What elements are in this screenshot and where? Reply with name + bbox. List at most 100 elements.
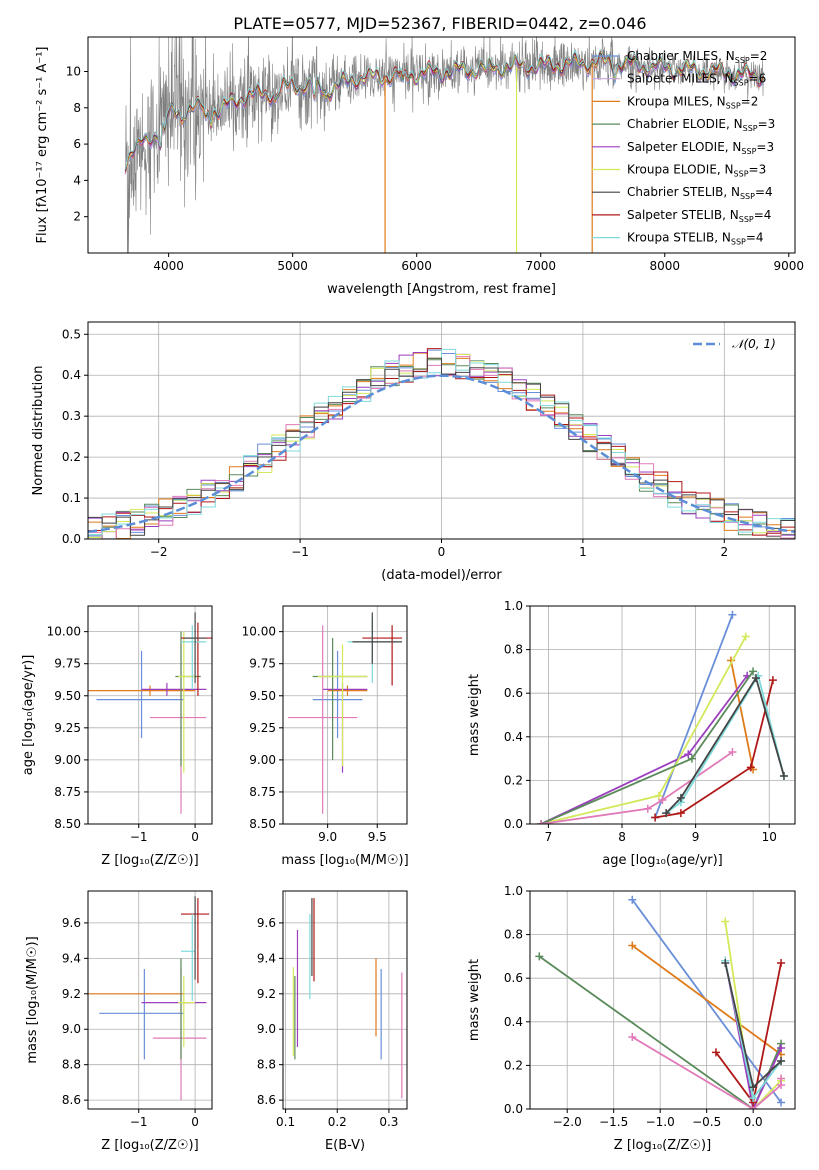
legend-label: Salpeter MILES, NSSP=6 — [627, 72, 766, 88]
y-tick-label: 10 — [66, 64, 81, 78]
y-tick-label: 10.00 — [47, 625, 81, 639]
x-tick-label: 2 — [720, 545, 728, 559]
y-tick-label: 9.75 — [54, 657, 81, 671]
x-axis-label: E(B-V) — [325, 1138, 365, 1153]
x-tick-label: 1 — [579, 545, 587, 559]
weight-marker — [777, 1057, 786, 1066]
weight-marker — [628, 941, 637, 950]
y-tick-label: 8.50 — [54, 817, 81, 831]
y-axis-label: Flux [fλ10⁻¹⁷ erg cm⁻² s⁻¹ A⁻¹] — [35, 47, 50, 244]
y-tick-label: 2 — [73, 210, 81, 224]
y-tick-label: 10.00 — [242, 625, 276, 639]
y-tick-label: 9.2 — [62, 987, 81, 1001]
plot-area — [292, 898, 403, 1099]
weight-series — [730, 660, 754, 770]
weight-marker — [749, 1094, 758, 1103]
y-tick-label: 8.6 — [62, 1093, 81, 1107]
y-tick-label: 0.2 — [504, 1058, 523, 1072]
weight-marker — [537, 820, 546, 824]
y-tick-label: 8.75 — [249, 785, 276, 799]
weight-marker — [741, 632, 750, 641]
y-tick-label: 8.75 — [54, 785, 81, 799]
plot-area — [537, 610, 788, 824]
x-tick-label: 0 — [191, 1115, 199, 1129]
x-tick-label: −1 — [130, 1115, 148, 1129]
x-tick-label: −1.5 — [599, 1115, 628, 1129]
weight-series — [665, 673, 785, 814]
weight-marker — [711, 1048, 720, 1057]
plot-area — [535, 895, 786, 1109]
y-tick-label: 0.0 — [62, 532, 81, 546]
y-tick-label: 0.3 — [62, 409, 81, 423]
plot-area — [287, 612, 403, 814]
y-axis-label: age [log₁₀(age/yr)] — [21, 655, 36, 776]
axes-frame — [87, 36, 796, 254]
y-tick-label: 9.2 — [257, 987, 276, 1001]
weight-marker — [728, 610, 737, 619]
y-tick-label: 8.6 — [257, 1093, 276, 1107]
x-tick-label: −1 — [291, 545, 309, 559]
x-axis-label: (data-model)/error — [381, 568, 502, 583]
y-tick-label: 9.50 — [249, 689, 276, 703]
legend-label: Kroupa MILES, NSSP=2 — [627, 94, 758, 110]
chart-panel-1: −2 −1 0 1 2 0.0 0.1 0.2 0.3 0.4 0.5 (data-model)/er… — [31, 321, 796, 583]
chart-panel-3: 9.0 9.5 8.50 8.75 9.00 9.25 9.50 9.75 10.00 mass … — [242, 605, 409, 868]
weight-marker — [777, 958, 786, 967]
y-tick-label: 9.75 — [249, 657, 276, 671]
x-tick-label: 0 — [191, 830, 199, 844]
weight-series — [665, 675, 785, 814]
model-spectrum — [124, 56, 765, 175]
y-tick-label: 9.4 — [257, 951, 276, 965]
y-tick-label: 9.00 — [249, 753, 276, 767]
axes-frame — [282, 605, 408, 825]
weight-series — [540, 670, 754, 824]
y-tick-label: 9.25 — [54, 721, 81, 735]
weight-marker — [676, 793, 685, 802]
legend: Chabrier MILES, NSSP=2 Salpeter MILES, NS… — [592, 49, 775, 247]
legend-label: 𝒩(0, 1) — [732, 337, 776, 351]
weight-marker — [749, 667, 758, 676]
weight-marker — [721, 917, 730, 926]
legend-label: Chabrier MILES, NSSP=2 — [627, 49, 767, 65]
chart-panel-0: 4000 5000 6000 7000 8000 9000 2 4 6 8 10 wavelength… — [35, 36, 805, 297]
x-tick-label: 9000 — [774, 259, 805, 273]
x-axis-label: Z [log₁₀(Z/Z☉)] — [101, 853, 198, 868]
weight-marker — [777, 1043, 786, 1052]
y-axis-label: mass weight — [467, 674, 482, 756]
y-tick-label: 8 — [73, 101, 81, 115]
y-tick-label: 0.2 — [62, 450, 81, 464]
x-axis-label: mass [log₁₀(M/M☉)] — [281, 853, 408, 868]
y-tick-label: 0.6 — [504, 971, 523, 985]
x-tick-label: −2 — [150, 545, 168, 559]
axes-frame — [529, 605, 796, 825]
x-tick-label: 9.0 — [318, 830, 337, 844]
legend-label: Chabrier STELIB, NSSP=4 — [627, 185, 773, 201]
x-tick-label: 4000 — [153, 259, 184, 273]
weight-series — [540, 675, 748, 824]
chart-panel-6: 0.1 0.2 0.3 8.6 8.8 9.0 9.2 9.4 9.6 E(B-V) — [257, 890, 408, 1153]
weight-series — [654, 614, 734, 818]
x-tick-label: 8000 — [649, 259, 680, 273]
y-tick-label: 0.1 — [62, 491, 81, 505]
y-tick-label: 9.0 — [62, 1022, 81, 1036]
legend-label: Kroupa STELIB, NSSP=4 — [627, 231, 764, 247]
y-tick-label: 9.6 — [62, 916, 81, 930]
x-tick-label: 9 — [692, 830, 700, 844]
chart-panel-2: −1 0 8.50 8.75 9.00 9.25 9.50 9.75 10.00 Z [log₁₀… — [21, 605, 213, 868]
weight-marker — [728, 748, 737, 757]
y-tick-label: 0.4 — [504, 730, 523, 744]
x-tick-label: 8 — [618, 830, 626, 844]
x-axis-label: Z [log₁₀(Z/Z☉)] — [614, 1138, 711, 1153]
y-tick-label: 0.8 — [504, 928, 523, 942]
weight-marker — [687, 754, 696, 763]
x-tick-label: −1 — [130, 830, 148, 844]
weight-series — [538, 955, 782, 1109]
x-tick-label: 0.3 — [379, 1115, 398, 1129]
x-tick-label: 7000 — [525, 259, 556, 273]
y-tick-label: 0.4 — [62, 368, 81, 382]
y-tick-label: 0.0 — [504, 1102, 523, 1116]
weight-series — [654, 679, 774, 819]
x-tick-label: 0.0 — [744, 1115, 763, 1129]
x-tick-label: −1.0 — [646, 1115, 675, 1129]
